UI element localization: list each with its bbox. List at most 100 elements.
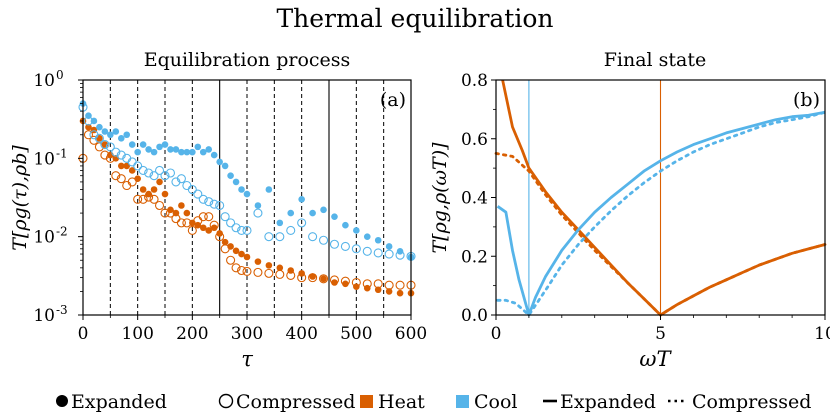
data-point [232, 247, 240, 255]
data-point [90, 126, 98, 134]
data-point [156, 143, 163, 151]
data-point [138, 165, 148, 176]
data-point [286, 225, 296, 236]
data-point [171, 177, 181, 187]
data-point [253, 208, 263, 218]
data-point [149, 194, 159, 204]
data-point [199, 224, 207, 232]
data-point [215, 200, 225, 211]
data-point [111, 171, 121, 181]
x-tick-label: 600 [395, 324, 427, 344]
data-point [94, 133, 104, 143]
data-point [318, 235, 329, 245]
x-tick-label: 0 [491, 324, 502, 344]
data-point [101, 128, 109, 135]
panel-a-label: (a) [380, 89, 406, 111]
legend-compressed-marker-icon [218, 393, 234, 409]
data-point [145, 146, 152, 153]
data-point [231, 263, 241, 273]
series-line-cool-compressed [496, 110, 827, 317]
data-point [187, 184, 197, 195]
data-point [205, 227, 213, 234]
data-point [161, 141, 169, 148]
data-point [205, 146, 213, 153]
panel-b-title: Final state [604, 49, 707, 71]
data-point [187, 225, 197, 236]
data-point [183, 148, 191, 156]
data-point [243, 190, 251, 198]
data-point [276, 264, 284, 272]
data-point [275, 269, 285, 279]
panel-a-reference-lines [109, 80, 385, 315]
panel-a-plot-area [78, 100, 416, 297]
data-point [139, 141, 147, 148]
data-point [145, 190, 152, 198]
data-point [150, 186, 158, 193]
data-point [329, 239, 340, 249]
data-point [100, 150, 110, 160]
data-point [226, 255, 236, 265]
data-point [178, 148, 185, 156]
panel-b-y-ticks: 0.0 0.2 0.4 0.6 0.8 [461, 71, 496, 326]
y-tick-label: 10 [33, 306, 55, 326]
data-point [264, 268, 274, 278]
data-point [297, 218, 307, 228]
data-point [160, 171, 170, 181]
legend-cool-label: Cool [474, 391, 518, 413]
panel-b-plot-area [494, 79, 827, 317]
panel-a-x-ticks: 0 100 200 300 400 500 600 [78, 315, 427, 344]
data-point [342, 221, 349, 229]
data-point [127, 177, 137, 187]
x-tick-label: 0 [78, 324, 89, 344]
data-point [198, 212, 208, 222]
data-point [154, 165, 165, 176]
data-point [138, 194, 148, 204]
data-point [209, 199, 219, 209]
data-point [189, 148, 196, 156]
data-point [89, 135, 99, 145]
data-point [221, 162, 229, 170]
data-point [275, 232, 285, 242]
legend-heat-label: Heat [378, 391, 425, 413]
data-point [160, 208, 170, 218]
legend-expanded-marker-label: Expanded [71, 391, 167, 413]
data-point [105, 153, 115, 163]
data-point [236, 265, 247, 276]
data-point [242, 266, 252, 276]
data-point [216, 230, 223, 237]
data-point [83, 130, 94, 140]
data-point [85, 123, 92, 131]
data-point [385, 243, 393, 250]
data-point [373, 248, 383, 258]
data-point [232, 178, 240, 186]
series-line-cool-expanded [496, 110, 826, 317]
data-point [351, 244, 361, 254]
data-point [385, 288, 393, 295]
data-point [297, 273, 307, 283]
data-point [204, 197, 214, 207]
data-point [144, 192, 154, 202]
data-point [112, 128, 120, 135]
data-point [243, 253, 251, 261]
data-point [395, 250, 405, 260]
data-point [194, 143, 202, 151]
data-point [253, 267, 263, 277]
data-point [362, 246, 372, 256]
x-tick-label: 300 [231, 324, 263, 344]
data-point [362, 279, 372, 289]
data-point [83, 116, 94, 126]
legend-cool-swatch-icon [456, 395, 469, 408]
data-point [128, 141, 136, 148]
data-point [156, 178, 163, 186]
data-point [111, 147, 121, 157]
y-tick-exponent: -3 [56, 303, 68, 317]
data-point [183, 209, 191, 217]
data-point [308, 232, 318, 242]
y-tick-label: 0.2 [461, 247, 488, 267]
data-point [265, 262, 273, 269]
data-point [139, 186, 147, 193]
panel-b-x-label: ωT [639, 347, 672, 371]
data-point [309, 273, 316, 280]
data-point [331, 213, 338, 220]
